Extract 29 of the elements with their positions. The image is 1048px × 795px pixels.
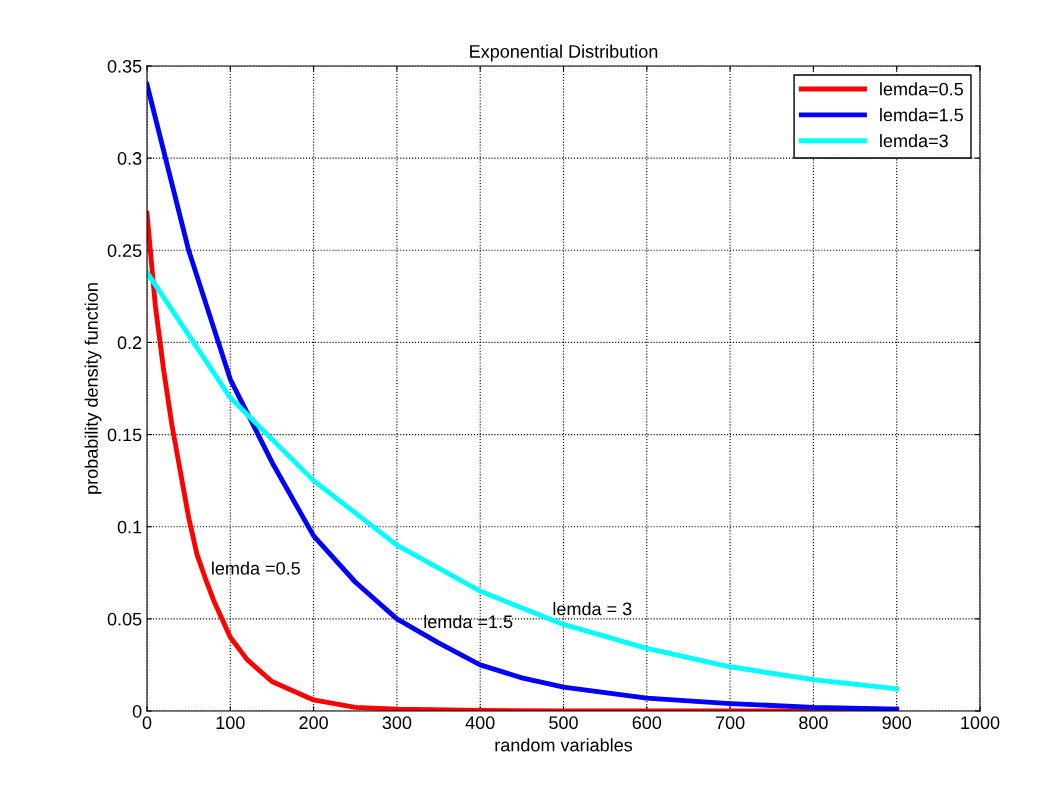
x-tick-label: 200 [299,716,328,730]
y-tick-label: 0 [132,704,142,718]
y-tick-label: 0.15 [107,428,142,442]
annotation: lemda =1.5 [424,614,513,629]
x-tick-label: 600 [632,716,662,730]
y-tick-label: 0.35 [107,59,142,73]
annotation: lemda =0.5 [212,561,300,575]
annotation: lemda = 3 [553,602,632,616]
y-tick-label: 0.2 [117,336,142,350]
y-axis-title: probability density function [84,283,102,494]
y-tick-label: 0.1 [117,520,142,534]
x-tick-label: 100 [216,716,245,730]
y-tick-label: 0.3 [117,152,142,165]
x-tick-label: 900 [882,716,912,730]
x-tick-label: 0 [142,716,152,730]
y-tick-label: 0.25 [107,244,142,258]
legend-label: lemda=0.5 [880,82,963,96]
x-tick-label: 300 [382,716,412,730]
legend-label: lemda=1.5 [880,108,963,122]
x-tick-label: 400 [465,716,495,730]
legend-label: lemda=3 [880,133,948,148]
x-axis-title: random variables [495,738,633,752]
x-tick-label: 700 [715,716,745,730]
chart-title: Exponential Distribution [470,44,658,62]
x-tick-label: 800 [799,716,828,730]
line-series [147,269,900,692]
y-tick-label: 0.05 [107,612,142,626]
x-tick-label: 1000 [961,716,1000,730]
x-tick-label: 500 [549,716,578,730]
